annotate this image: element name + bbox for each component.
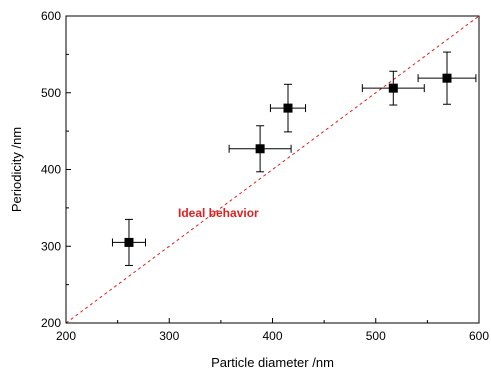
- reference-line: [65, 15, 480, 324]
- y-tick-label: 500: [41, 86, 61, 100]
- y-tick-label: 200: [41, 316, 61, 330]
- x-tick-label: 200: [56, 329, 76, 343]
- y-tick-label: 400: [41, 163, 61, 177]
- data-marker: [255, 144, 265, 154]
- x-tick-label: 500: [366, 329, 386, 343]
- x-tick-label: 400: [262, 329, 282, 343]
- y-axis-label: Periodicity /nm: [9, 127, 24, 212]
- plot-area: [65, 15, 480, 324]
- y-tick-label: 300: [41, 239, 61, 253]
- data-marker: [442, 73, 452, 83]
- data-point: [228, 125, 292, 173]
- data-point: [417, 51, 477, 105]
- x-tick-label: 300: [159, 329, 179, 343]
- x-axis-label: Particle diameter /nm: [211, 355, 334, 370]
- data-point: [269, 83, 307, 133]
- data-marker: [388, 83, 398, 93]
- axes: Particle diameter /nm Periodicity /nm 20…: [9, 9, 489, 370]
- x-tick-label: 600: [469, 329, 489, 343]
- data-point: [111, 218, 147, 266]
- data-marker: [283, 103, 293, 113]
- ideal-behavior-label: Ideal behavior: [178, 206, 259, 220]
- y-tick-label: 600: [41, 9, 61, 23]
- data-marker: [124, 237, 134, 247]
- data-point: [361, 70, 425, 106]
- plot-frame: [65, 15, 480, 324]
